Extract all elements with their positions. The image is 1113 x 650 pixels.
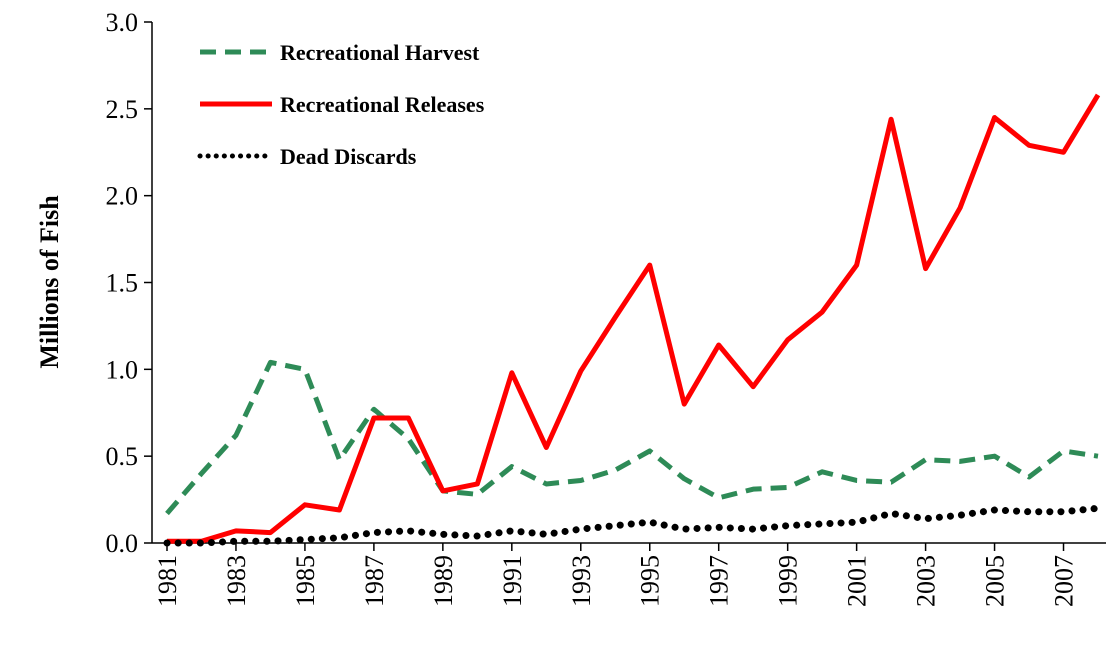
x-tick-label: 1983 xyxy=(222,555,251,607)
y-tick-label: 2.5 xyxy=(106,95,139,124)
x-tick-label: 1999 xyxy=(774,555,803,607)
x-tick-label: 1985 xyxy=(291,555,320,607)
x-tick-label: 1981 xyxy=(153,555,182,607)
x-tick-label: 2001 xyxy=(843,555,872,607)
x-tick-label: 2007 xyxy=(1050,555,1079,607)
legend-label: Dead Discards xyxy=(280,144,417,169)
x-tick-label: 2005 xyxy=(981,555,1010,607)
y-tick-label: 1.0 xyxy=(106,355,139,384)
x-tick-label: 2003 xyxy=(912,555,941,607)
y-tick-label: 1.5 xyxy=(106,269,139,298)
legend-label: Recreational Releases xyxy=(280,92,485,117)
y-tick-label: 0.5 xyxy=(106,442,139,471)
x-tick-label: 1987 xyxy=(360,555,389,607)
y-axis-title: Millions of Fish xyxy=(35,195,64,369)
legend-label: Recreational Harvest xyxy=(280,40,480,65)
x-tick-label: 1991 xyxy=(498,555,527,607)
x-tick-label: 1993 xyxy=(567,555,596,607)
series-line xyxy=(165,359,1099,516)
x-tick-label: 1995 xyxy=(636,555,665,607)
y-tick-label: 0.0 xyxy=(106,529,139,558)
y-tick-label: 3.0 xyxy=(106,8,139,37)
x-tick-label: 1989 xyxy=(429,555,458,607)
x-tick-label: 1997 xyxy=(705,555,734,607)
series-line xyxy=(163,504,1102,547)
y-tick-label: 2.0 xyxy=(106,182,139,211)
series-line xyxy=(167,93,1101,544)
